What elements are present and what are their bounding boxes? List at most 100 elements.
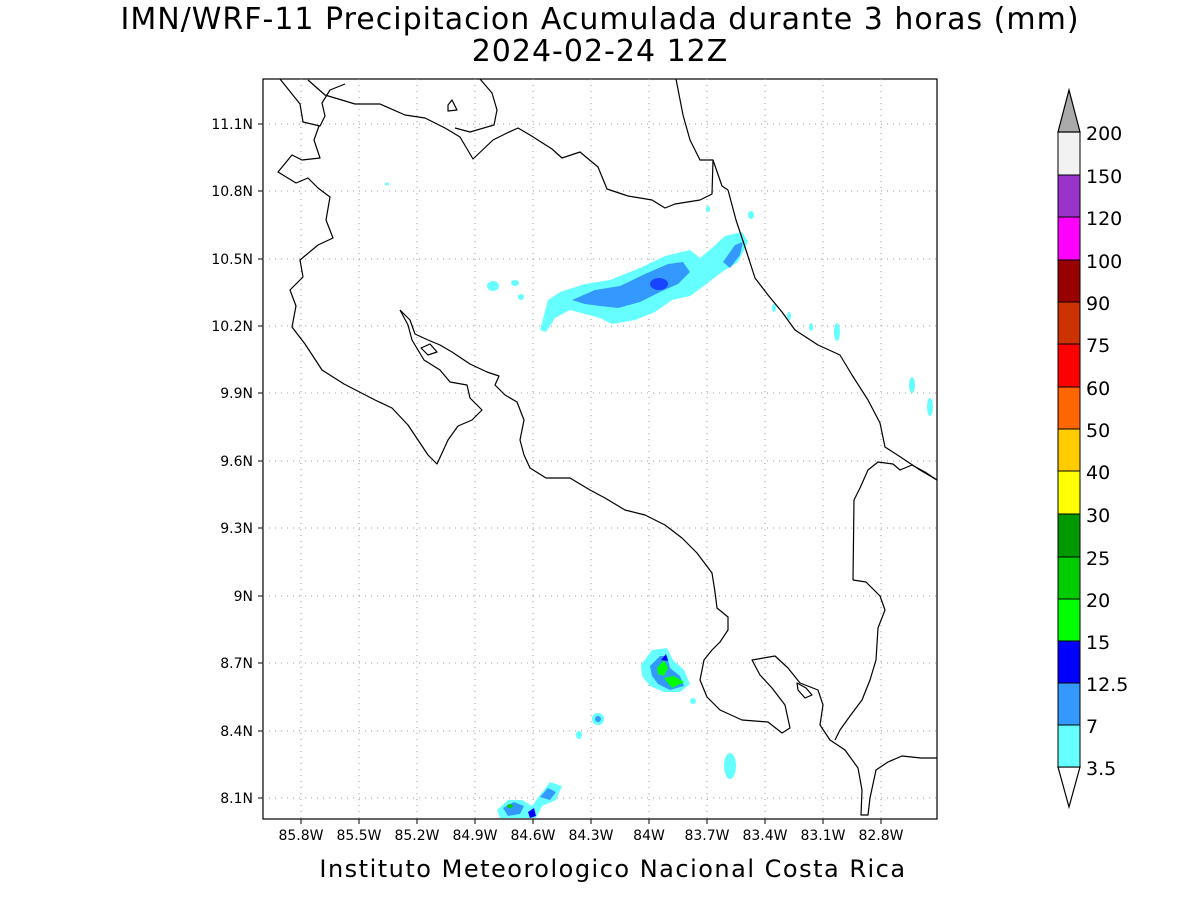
precip-cell [809, 323, 813, 331]
precip-core-north [572, 262, 690, 308]
colorbar-swatch [1057, 259, 1081, 303]
colorbar-bottom-arrow [1057, 766, 1081, 810]
colorbar-swatch [1057, 470, 1081, 515]
latitude-labels: 11.1N 10.8N 10.5N 10.2N 9.9N 9.6N 9.3N 9… [211, 117, 253, 807]
lon-label: 84W [633, 828, 665, 844]
lon-label: 83.7W [684, 828, 729, 844]
colorbar-top-arrow [1057, 87, 1081, 133]
colorbar-label: 60 [1086, 378, 1110, 400]
colorbar-label: 20 [1086, 590, 1110, 612]
precip-cluster-southwest-max [507, 804, 513, 808]
colorbar-swatch [1057, 513, 1081, 558]
colorbar-label: 100 [1086, 251, 1122, 273]
colorbar-label: 200 [1086, 123, 1122, 145]
colorbar-swatch [1057, 556, 1081, 600]
colorbar-label: 25 [1086, 548, 1110, 570]
lon-label: 85.5W [336, 828, 381, 844]
colorbar-label: 7 [1086, 716, 1098, 738]
precip-cell [576, 731, 582, 739]
coastline-caribbean [727, 189, 938, 481]
precip-cluster-south-max [657, 660, 668, 676]
coastline-pacific-south [399, 309, 937, 816]
precip-cell [595, 716, 601, 722]
precip-cell [772, 304, 776, 312]
lon-label: 82.8W [858, 828, 903, 844]
map-subtitle-date: 2024-02-24 12Z [471, 34, 729, 69]
colorbar-legend: 3.5 7 12.5 15 20 25 30 40 50 60 75 90 10… [1057, 87, 1128, 810]
precip-cell [706, 206, 710, 212]
lon-label: 84.6W [510, 828, 555, 844]
lon-label: 85.8W [278, 828, 323, 844]
precip-cluster-southwest-core [540, 788, 556, 800]
precip-cell [511, 280, 519, 286]
coastline-lake [454, 78, 498, 133]
lat-label: 9N [234, 589, 253, 605]
precip-cell [748, 211, 754, 219]
border-panama [834, 579, 886, 741]
colorbar-swatch [1057, 216, 1081, 261]
precipitation-cells [385, 182, 933, 818]
coastline-northwest [279, 78, 346, 127]
precip-cell [927, 398, 933, 416]
axis-ticks [258, 123, 882, 824]
colorbar-swatch [1057, 343, 1081, 388]
lat-label: 10.2N [211, 319, 253, 335]
colorbar-swatch [1057, 428, 1081, 472]
precip-cell [690, 698, 696, 704]
precip-cluster-south-peak [661, 654, 668, 661]
lat-label: 10.8N [211, 184, 253, 200]
colorbar-swatch [1057, 682, 1081, 726]
lat-label: 9.3N [220, 521, 253, 537]
coastline-caribbean-north [675, 78, 713, 161]
colorbar-swatch [1057, 724, 1081, 768]
precip-cluster-south-max [664, 676, 684, 688]
precip-cell [724, 753, 736, 779]
colorbar-label: 12.5 [1086, 674, 1128, 696]
lat-label: 8.7N [220, 656, 253, 672]
colorbar-swatch [1057, 131, 1081, 176]
longitude-labels: 85.8W 85.5W 85.2W 84.9W 84.6W 84.3W 84W … [278, 828, 903, 844]
colorbar-swatch [1057, 598, 1081, 642]
precip-max-north [650, 278, 668, 290]
precip-cluster-southwest-max [528, 808, 536, 818]
lat-label: 10.5N [211, 252, 253, 268]
lat-label: 9.6N [220, 454, 253, 470]
lat-label: 8.1N [220, 791, 253, 807]
precip-cell [909, 377, 915, 393]
lon-label: 83.1W [800, 828, 845, 844]
precip-cell [834, 323, 840, 341]
colorbar-label: 75 [1086, 335, 1110, 357]
precip-cell [487, 281, 499, 291]
precip-cell [518, 294, 524, 300]
precip-cell [787, 312, 791, 320]
colorbar-label: 50 [1086, 420, 1110, 442]
colorbar-label: 150 [1086, 166, 1122, 188]
colorbar-swatch [1057, 301, 1081, 345]
island-south [796, 682, 813, 699]
coastline-north [307, 79, 729, 209]
lon-label: 84.9W [452, 828, 497, 844]
border-panama-north [852, 461, 938, 581]
lat-label: 9.9N [220, 386, 253, 402]
lat-label: 11.1N [211, 117, 253, 133]
precip-core-north-east [723, 242, 743, 268]
colorbar-label: 90 [1086, 293, 1110, 315]
colorbar-swatch [1057, 174, 1081, 218]
colorbar-swatch [1057, 640, 1081, 684]
colorbar-label: 30 [1086, 505, 1110, 527]
colorbar-label: 15 [1086, 632, 1110, 654]
island-nicoya [420, 343, 438, 356]
precip-cell [385, 182, 389, 186]
coastlines-and-borders [277, 78, 938, 816]
map-frame [262, 78, 938, 820]
gridlines [263, 79, 937, 819]
colorbar-swatch [1057, 386, 1081, 430]
coastline-nicoya [277, 125, 483, 465]
colorbar-label: 3.5 [1086, 758, 1116, 780]
lon-label: 83.4W [742, 828, 787, 844]
lat-label: 8.4N [220, 724, 253, 740]
colorbar-label: 40 [1086, 462, 1110, 484]
lon-label: 84.3W [568, 828, 613, 844]
footer-credit: Instituto Meteorologico Nacional Costa R… [319, 855, 907, 883]
